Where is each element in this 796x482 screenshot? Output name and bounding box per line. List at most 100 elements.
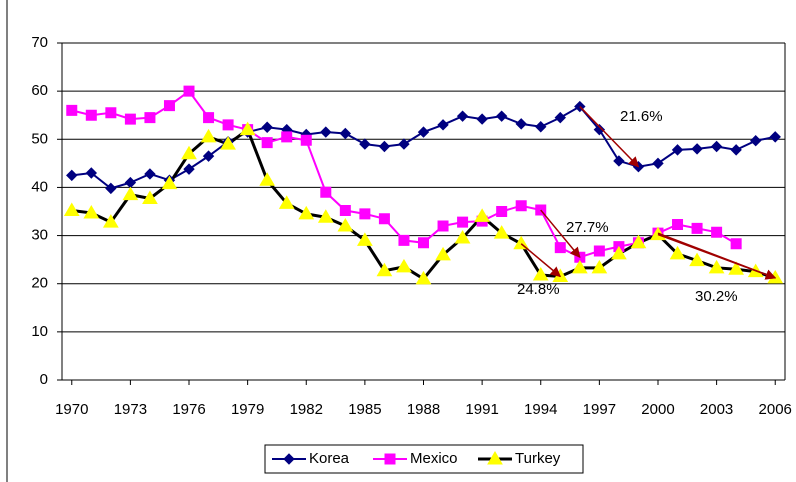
marker xyxy=(613,155,625,167)
marker xyxy=(652,157,664,170)
annotation-arrow xyxy=(657,233,777,280)
x-tick-label: 1985 xyxy=(348,401,381,418)
marker xyxy=(83,204,100,219)
marker xyxy=(144,112,156,124)
marker xyxy=(671,144,684,156)
marker xyxy=(278,195,295,209)
marker xyxy=(593,123,606,136)
legend-label: Korea xyxy=(309,450,350,467)
marker xyxy=(142,190,158,205)
marker xyxy=(183,163,195,175)
x-tick-label: 1988 xyxy=(407,401,440,418)
x-tick-label: 1973 xyxy=(114,401,147,418)
marker xyxy=(66,104,78,116)
y-tick-label: 50 xyxy=(31,130,48,147)
x-tick-label: 1991 xyxy=(465,401,498,418)
marker xyxy=(398,234,410,246)
marker xyxy=(281,131,293,143)
marker xyxy=(435,246,451,261)
legend-marker xyxy=(283,453,295,465)
marker xyxy=(202,150,215,162)
marker xyxy=(456,110,469,122)
series-line xyxy=(71,127,776,281)
marker xyxy=(203,112,215,124)
marker xyxy=(261,137,273,149)
marker xyxy=(259,172,276,186)
marker xyxy=(672,218,684,230)
marker xyxy=(398,138,410,150)
marker xyxy=(144,168,156,180)
marker xyxy=(730,238,742,250)
marker xyxy=(708,259,725,274)
marker xyxy=(669,245,686,260)
marker xyxy=(200,128,217,143)
annotation: 24.8% xyxy=(517,281,560,298)
marker xyxy=(181,145,197,160)
marker xyxy=(611,245,627,260)
marker xyxy=(161,175,178,190)
legend: Korea Mexico Turkey xyxy=(272,450,561,467)
legend-label: Turkey xyxy=(515,450,561,467)
marker xyxy=(493,225,510,239)
marker xyxy=(220,136,236,150)
marker xyxy=(63,202,80,217)
marker xyxy=(710,140,723,153)
marker xyxy=(711,226,723,238)
marker xyxy=(630,234,647,249)
marker xyxy=(298,205,315,220)
marker xyxy=(85,109,97,121)
marker xyxy=(124,176,137,189)
marker xyxy=(515,118,527,130)
marker xyxy=(554,111,566,124)
marker xyxy=(261,121,273,133)
marker xyxy=(515,200,527,212)
marker xyxy=(105,182,117,195)
marker xyxy=(769,131,781,143)
series-line xyxy=(71,105,776,190)
x-tick-label: 2006 xyxy=(759,401,792,418)
y-tick-label: 0 xyxy=(40,371,48,388)
marker xyxy=(691,143,703,155)
x-tick-label: 2000 xyxy=(641,401,674,418)
marker xyxy=(474,208,490,222)
marker xyxy=(359,208,371,220)
marker xyxy=(457,216,469,228)
marker xyxy=(591,259,608,274)
marker xyxy=(437,119,449,131)
marker xyxy=(359,138,371,150)
marker xyxy=(593,245,605,257)
marker xyxy=(376,262,393,277)
marker xyxy=(66,169,78,182)
annotation: 21.6% xyxy=(620,108,663,125)
marker xyxy=(222,119,234,131)
marker xyxy=(532,267,549,281)
marker xyxy=(357,232,373,246)
annotation-arrow xyxy=(540,209,581,259)
y-tick-label: 70 xyxy=(31,34,48,51)
legend-box xyxy=(264,444,584,474)
marker xyxy=(320,186,332,198)
x-tick-label: 1979 xyxy=(231,401,264,418)
marker xyxy=(320,126,332,138)
marker xyxy=(476,113,488,125)
x-tick-label: 1994 xyxy=(524,401,557,418)
legend-marker xyxy=(384,453,396,465)
marker xyxy=(571,259,588,274)
marker xyxy=(495,110,508,122)
marker xyxy=(378,213,390,225)
marker xyxy=(691,222,703,234)
marker xyxy=(122,186,139,201)
marker xyxy=(378,140,391,153)
marker xyxy=(689,252,705,267)
annotation: 30.2% xyxy=(695,288,738,305)
annotation-arrow xyxy=(520,243,562,278)
marker xyxy=(183,85,195,97)
marker xyxy=(124,113,136,125)
marker xyxy=(339,127,352,140)
marker xyxy=(339,205,351,217)
marker xyxy=(415,270,432,285)
marker xyxy=(239,121,256,136)
marker xyxy=(85,167,98,179)
